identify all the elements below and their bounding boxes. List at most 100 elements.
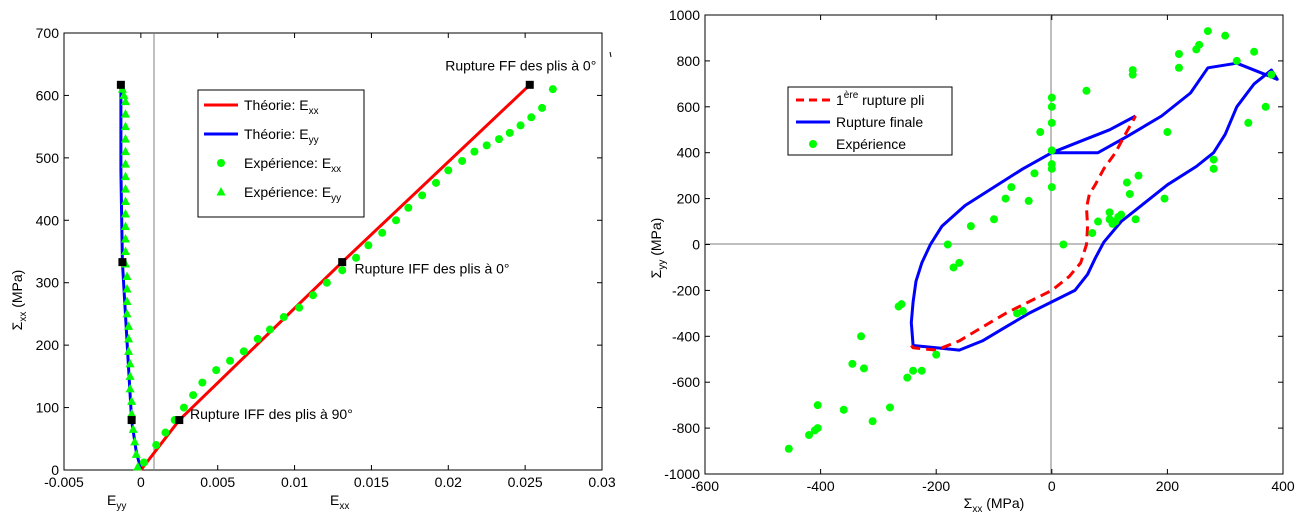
stray-mark	[609, 51, 612, 58]
legend-swatch	[809, 140, 817, 148]
data-point-exp-rience	[1209, 164, 1218, 173]
data-point-exp-rience	[903, 373, 912, 382]
data-point-exp-rience	[1221, 31, 1230, 40]
data-point-exp-rience	[1244, 118, 1253, 127]
data-point-exp-rience-exx	[198, 378, 207, 387]
data-point-exp-rience	[932, 350, 941, 359]
data-point-exp-rience-eyy	[120, 134, 130, 143]
x-tick-label: 0.015	[354, 474, 389, 490]
data-point-exp-rience	[1030, 169, 1039, 178]
data-point-exp-rience	[1047, 118, 1056, 127]
data-point-exp-rience-eyy	[124, 346, 134, 355]
data-point-exp-rience-eyy	[120, 184, 130, 193]
x-label-left-sub: yy	[116, 501, 126, 512]
data-point-exp-rience-eyy	[125, 358, 135, 368]
data-point-exp-rience	[1203, 27, 1212, 36]
y-tick-label: 700	[36, 25, 60, 41]
data-point-exp-rience-exx	[239, 347, 248, 356]
y-tick-label: 800	[677, 53, 701, 69]
data-point-exp-rience-eyy	[122, 308, 132, 318]
data-point-exp-rience-eyy	[120, 221, 130, 231]
y-label-sub: xx	[18, 312, 29, 322]
data-point-exp-rience-eyy	[124, 321, 134, 330]
legend-label-main: Expérience: E	[244, 155, 331, 171]
data-point-exp-rience-exx	[295, 303, 304, 312]
data-point-exp-rience-eyy	[120, 96, 130, 106]
data-point-exp-rience	[909, 366, 918, 375]
data-point-exp-rience-exx	[139, 458, 148, 467]
data-point-exp-rience-exx	[404, 203, 413, 212]
data-point-exp-rience	[885, 403, 894, 412]
data-point-exp-rience-exx	[505, 128, 514, 137]
svg-text:Eyy: Eyy	[107, 492, 126, 512]
data-point-exp-rience-eyy	[122, 283, 132, 293]
x-label-unit: (MPa)	[982, 495, 1024, 511]
data-point-exp-rience	[1174, 50, 1183, 59]
data-point-exp-rience	[1209, 155, 1218, 164]
legend-label-sup: ère	[844, 90, 859, 101]
data-point-exp-rience	[839, 405, 848, 414]
rupture-marker	[118, 258, 127, 267]
data-point-exp-rience-exx	[470, 147, 479, 156]
legend-item: Expérience	[809, 136, 906, 152]
data-point-exp-rience-eyy	[120, 209, 130, 218]
x-axis-label-right: Exx	[330, 492, 349, 512]
data-point-exp-rience-exx	[226, 356, 235, 365]
stress-envelope-chart: -600 -400 -200 0 200 400 -1000 -800 -600 -400 -200…	[648, 7, 1295, 515]
y-tick-label: 400	[677, 145, 701, 161]
data-point-exp-rience	[1082, 86, 1091, 95]
data-point-exp-rience	[1059, 240, 1068, 249]
data-point-exp-rience-eyy	[127, 408, 137, 418]
data-point-exp-rience	[813, 401, 822, 410]
y-label-sub: yy	[657, 260, 668, 270]
legend-label-main: Théorie: E	[244, 97, 309, 113]
x-label-left-main: E	[107, 492, 116, 508]
data-point-exp-rience	[1232, 56, 1241, 65]
legend-label: Théorie: Eyy	[244, 126, 319, 146]
svg-text:Σxx (MPa): Σxx (MPa)	[964, 495, 1025, 515]
y-tick-label: 1000	[669, 7, 700, 23]
data-point-exp-rience-exx	[338, 266, 347, 275]
legend-label-rest: rupture pli	[858, 92, 924, 108]
data-point-exp-rience-eyy	[124, 333, 134, 343]
data-point-exp-rience-exx	[253, 334, 262, 343]
data-point-exp-rience-eyy	[125, 371, 135, 380]
y-tick-label: -1000	[664, 466, 700, 482]
legend-label: Expérience: Eyy	[244, 184, 341, 204]
data-point-exp-rience-exx	[538, 103, 547, 112]
data-point-exp-rience-eyy	[120, 121, 130, 131]
legend-label-sub: yy	[331, 193, 341, 204]
rupture-marker	[116, 80, 125, 89]
data-point-exp-rience	[1018, 307, 1027, 316]
data-point-exp-rience	[1134, 171, 1143, 180]
data-point-exp-rience	[949, 263, 958, 272]
data-point-exp-rience	[1036, 128, 1045, 137]
legend-swatch	[216, 187, 226, 196]
data-point-exp-rience	[917, 366, 926, 375]
legend-label: Théorie: Exx	[244, 97, 319, 117]
y-tick-label: 100	[36, 400, 60, 416]
data-point-exp-rience-eyy	[120, 159, 130, 168]
x-tick-label: -200	[922, 478, 950, 494]
y-label-main: Σ	[648, 269, 664, 278]
x-tick-label: 0.03	[588, 474, 615, 490]
data-point-exp-rience	[784, 444, 793, 453]
y-axis-label: Σxx (MPa)	[9, 270, 29, 331]
data-point-exp-rience	[1261, 102, 1270, 111]
data-point-exp-rience-exx	[495, 135, 504, 144]
data-point-exp-rience	[1047, 102, 1056, 111]
data-point-exp-rience-eyy	[120, 196, 130, 206]
legend-label-main: Rupture finale	[836, 114, 923, 130]
data-point-exp-rience	[1267, 70, 1276, 79]
data-point-exp-rience	[1047, 146, 1056, 155]
data-point-exp-rience-exx	[458, 156, 467, 165]
data-point-exp-rience-exx	[431, 178, 440, 187]
legend-label: 1ère rupture pli	[836, 90, 924, 108]
data-point-exp-rience-eyy	[120, 171, 130, 181]
y-tick-label: -400	[672, 328, 700, 344]
data-point-exp-rience-exx	[352, 253, 361, 262]
legend-label: Rupture finale	[836, 114, 923, 130]
strain-chart: -0.005 0 0.005 0.01 0.015 0.02 0.025 0.03010020…	[9, 25, 616, 512]
data-point-exp-rience	[955, 258, 964, 267]
y-tick-label: 300	[36, 275, 60, 291]
